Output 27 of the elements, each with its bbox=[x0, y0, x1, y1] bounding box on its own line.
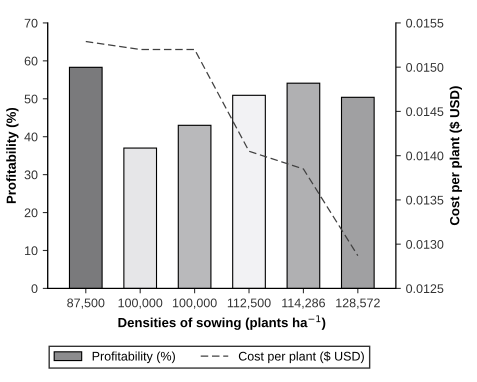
y-tick-label: 10 bbox=[25, 246, 38, 256]
y-axis-title: Profitability (%) bbox=[6, 108, 19, 204]
y-tick-label: 50 bbox=[24, 94, 38, 104]
y2-tick-label: 0.0150 bbox=[406, 62, 444, 72]
x-tick-label: 128,572 bbox=[336, 298, 380, 309]
y-tick-label: 70 bbox=[24, 18, 38, 28]
y-tick-label: 60 bbox=[24, 56, 38, 66]
x-tick-label: 114,286 bbox=[282, 298, 325, 309]
line-series bbox=[85, 40, 358, 256]
y-tick-label: 0 bbox=[32, 284, 38, 294]
y2-axis-title: Cost per plant ($ USD) bbox=[449, 86, 462, 226]
y2-tick-label: 0.0145 bbox=[406, 107, 444, 116]
legend-label: Profitability (%) bbox=[92, 351, 175, 364]
x-axis-title: Densities of sowing (plants ha$^{−1}$) bbox=[118, 315, 326, 330]
x-tick-label: 100,000 bbox=[172, 298, 217, 309]
y2-tick-label: 0.0135 bbox=[406, 196, 444, 205]
legend-label: Cost per plant ($ USD) bbox=[238, 351, 364, 364]
y2-tick-label: 0.0155 bbox=[406, 18, 444, 28]
x-tick-label: 87,500 bbox=[67, 298, 104, 309]
y2-tick-label: 0.0125 bbox=[406, 284, 444, 294]
y2-tick-label: 0.0140 bbox=[406, 151, 444, 160]
y2-tick-label: 0.0130 bbox=[406, 240, 444, 249]
y-tick-label: 40 bbox=[24, 132, 38, 142]
y-tick-label: 30 bbox=[24, 170, 38, 180]
y-tick-label: 20 bbox=[24, 208, 38, 218]
x-tick-label: 112,500 bbox=[228, 298, 271, 309]
x-tick-label: 100,000 bbox=[118, 298, 162, 309]
